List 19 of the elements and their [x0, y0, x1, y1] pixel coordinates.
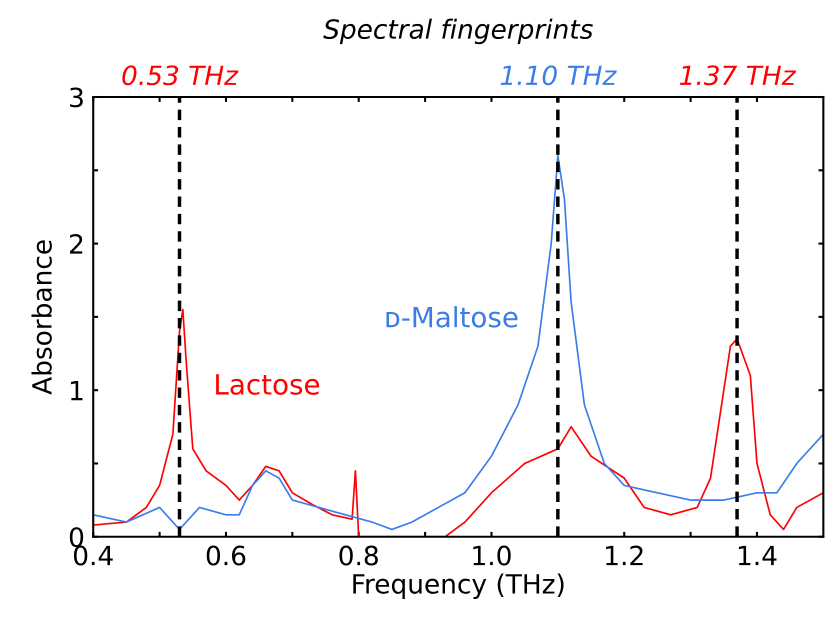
y-tick-label: 2 [70, 234, 82, 254]
x-tick-label: 0.4 [74, 546, 113, 566]
x-axis-title: Frequency (THz) [353, 573, 564, 599]
line-series [93, 154, 824, 530]
ref-line-label: 1.37 THz [680, 65, 796, 86]
x-tick-label: 1.0 [473, 546, 511, 566]
y-tick-label: 0 [70, 527, 84, 548]
ref-line-label: 1.10 THz [500, 65, 617, 86]
y-axis-title: Absorbance [31, 240, 52, 395]
series-label: Lactose [216, 374, 320, 395]
x-tick-label: 0.8 [339, 546, 378, 566]
y-tick-label: 3 [70, 87, 83, 108]
x-tick-label: 0.6 [206, 546, 246, 566]
chart-title: Spectral fingerprints [323, 18, 593, 44]
x-tick-label: 1.4 [738, 546, 776, 566]
y-tick-label: 1 [71, 380, 82, 400]
series-label: ᴅ-Maltose [386, 306, 518, 328]
ref-line-label: 0.53 THz [122, 65, 238, 86]
x-tick-label: 1.2 [606, 546, 643, 566]
